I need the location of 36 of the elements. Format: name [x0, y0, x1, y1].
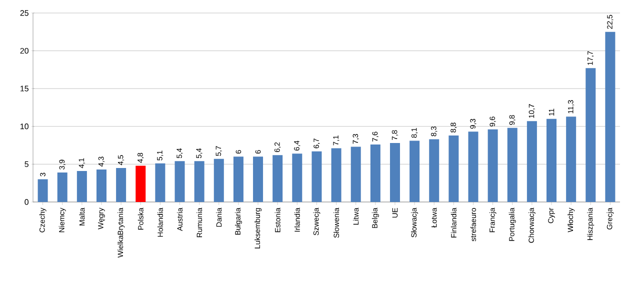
bar	[390, 143, 400, 202]
bar	[292, 154, 302, 202]
bar	[605, 32, 616, 202]
bar	[546, 118, 557, 202]
bar	[253, 156, 264, 202]
y-tick-label: 5	[24, 161, 28, 167]
y-tick-label: 20	[20, 48, 29, 54]
bar	[526, 121, 537, 202]
bar	[76, 170, 87, 202]
bar	[429, 139, 440, 202]
bar	[194, 161, 204, 202]
bar	[586, 68, 596, 202]
y-tick-label: 15	[20, 86, 28, 92]
y-tick-label: 25	[20, 10, 28, 16]
bar	[370, 144, 380, 202]
bar	[214, 158, 224, 202]
y-tick-label: 0	[24, 199, 29, 205]
bar	[57, 172, 68, 202]
bar	[410, 140, 420, 202]
bar	[566, 116, 576, 202]
bar	[38, 179, 48, 202]
bar	[174, 161, 185, 202]
bar	[331, 148, 342, 202]
bar	[448, 135, 459, 202]
bar	[136, 166, 146, 202]
bar	[468, 132, 478, 202]
bar	[350, 146, 361, 202]
bar	[233, 156, 244, 202]
bar	[116, 168, 126, 202]
bar	[312, 151, 322, 202]
bar	[155, 163, 166, 202]
y-tick-label: 10	[20, 124, 29, 130]
bar	[96, 169, 106, 202]
bar	[488, 129, 498, 202]
bar	[507, 128, 518, 202]
bar	[272, 155, 283, 202]
